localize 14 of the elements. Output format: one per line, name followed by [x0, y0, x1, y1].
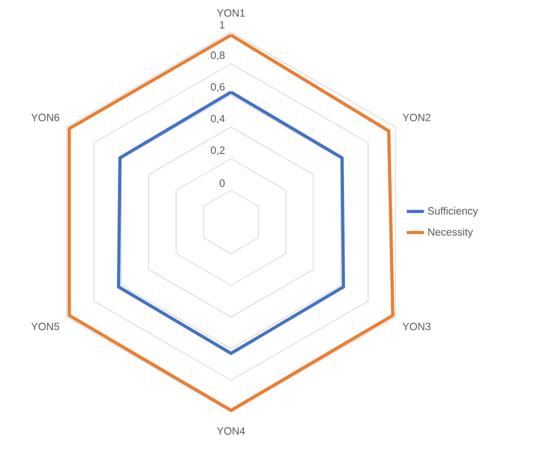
- legend-label: Sufficiency: [428, 206, 478, 217]
- spoke-label: YON6: [31, 114, 60, 122]
- legend-label: Necessity: [428, 228, 473, 238]
- spoke-label: YON5: [31, 322, 60, 330]
- y-tick-label: 0,2: [210, 146, 225, 156]
- spoke-label: YON2: [402, 114, 430, 122]
- y-tick-label: 1: [220, 21, 225, 29]
- spoke-label: YON3: [402, 322, 430, 330]
- spoke-label: YON1: [216, 9, 245, 17]
- y-tick-label: 0,4: [210, 114, 225, 124]
- y-tick-label: 0,6: [210, 83, 225, 92]
- y-tick-label: 0: [220, 179, 225, 187]
- spoke-label: YON4: [216, 427, 245, 435]
- y-tick-label: 0,8: [210, 52, 225, 60]
